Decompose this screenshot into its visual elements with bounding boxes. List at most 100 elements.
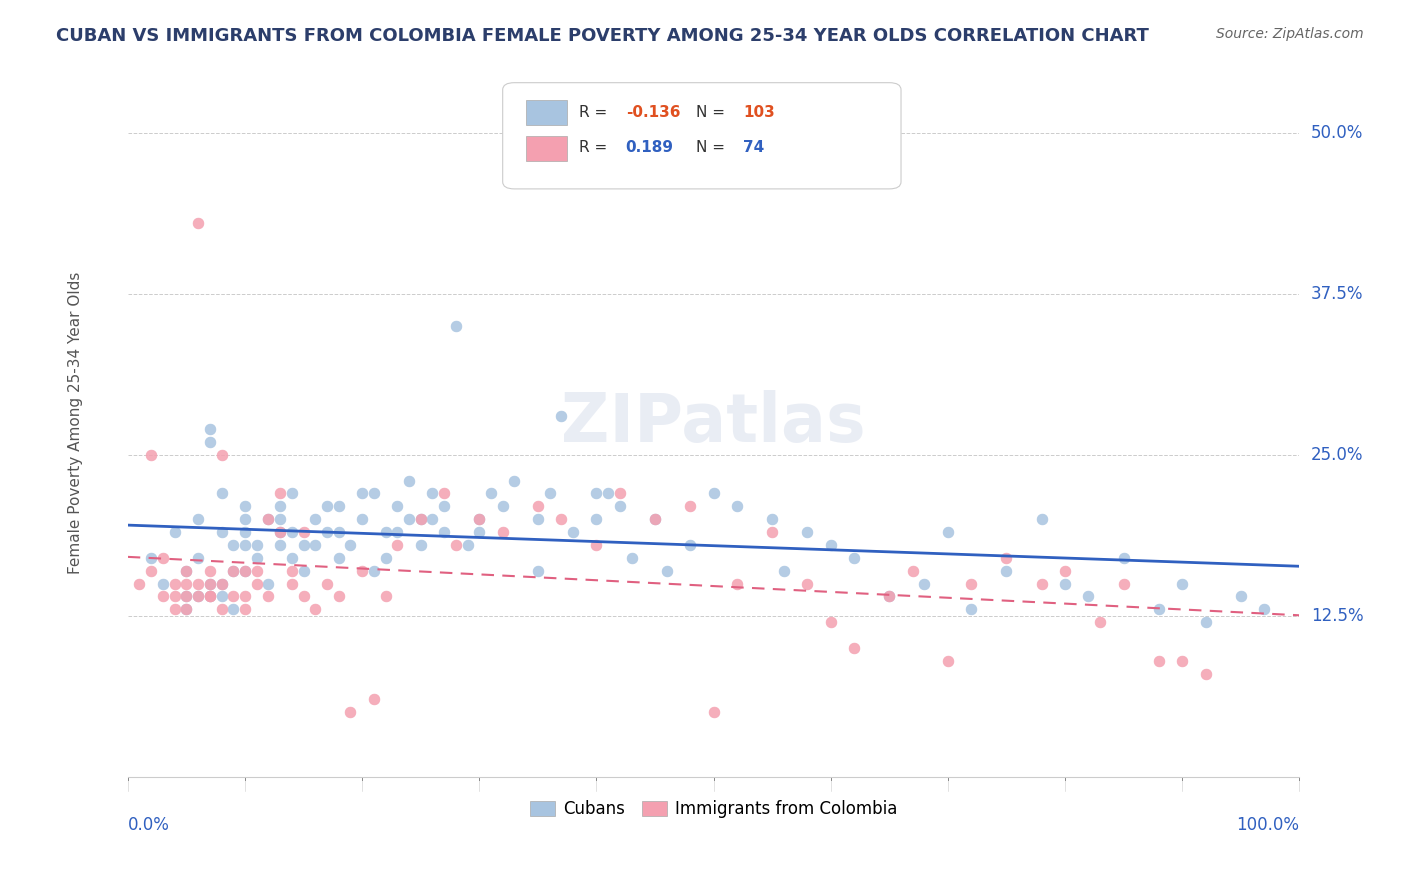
Point	[703, 705, 725, 719]
Point	[163, 602, 186, 616]
Point	[468, 524, 491, 539]
Point	[901, 564, 924, 578]
Point	[176, 602, 198, 616]
Point	[995, 550, 1018, 565]
Point	[269, 524, 291, 539]
Point	[281, 486, 304, 500]
Point	[257, 512, 280, 526]
Point	[269, 486, 291, 500]
Point	[152, 576, 174, 591]
Point	[198, 590, 221, 604]
Point	[176, 590, 198, 604]
Point	[292, 524, 315, 539]
Point	[187, 512, 209, 526]
Point	[316, 576, 339, 591]
Text: R =: R =	[579, 140, 612, 155]
Point	[328, 550, 350, 565]
Point	[598, 486, 620, 500]
Point	[187, 216, 209, 230]
Point	[233, 524, 256, 539]
Point	[304, 602, 326, 616]
Point	[1112, 550, 1135, 565]
Point	[222, 538, 245, 552]
Point	[879, 590, 901, 604]
Point	[352, 486, 374, 500]
Point	[444, 318, 467, 333]
Text: 25.0%: 25.0%	[1310, 446, 1364, 464]
Point	[585, 512, 607, 526]
Bar	[526, 136, 567, 161]
Point	[644, 512, 666, 526]
Point	[257, 590, 280, 604]
Point	[352, 564, 374, 578]
Point	[914, 576, 936, 591]
Point	[433, 524, 456, 539]
Point	[128, 576, 150, 591]
Point	[281, 564, 304, 578]
Point	[246, 576, 269, 591]
Text: CUBAN VS IMMIGRANTS FROM COLOMBIA FEMALE POVERTY AMONG 25-34 YEAR OLDS CORRELATI: CUBAN VS IMMIGRANTS FROM COLOMBIA FEMALE…	[56, 27, 1149, 45]
Point	[679, 538, 702, 552]
Point	[198, 590, 221, 604]
Point	[387, 500, 409, 514]
Point	[796, 524, 818, 539]
Point	[1171, 576, 1194, 591]
Point	[960, 576, 983, 591]
Point	[211, 576, 233, 591]
Point	[773, 564, 796, 578]
Point	[820, 615, 842, 629]
Point	[316, 500, 339, 514]
Point	[198, 576, 221, 591]
Text: R =: R =	[579, 105, 612, 120]
Point	[187, 550, 209, 565]
Point	[269, 512, 291, 526]
Point	[257, 576, 280, 591]
Point	[457, 538, 479, 552]
Point	[152, 590, 174, 604]
Point	[233, 590, 256, 604]
Point	[269, 524, 291, 539]
Point	[468, 512, 491, 526]
Point	[187, 590, 209, 604]
Point	[304, 538, 326, 552]
Point	[141, 448, 163, 462]
Point	[363, 692, 385, 706]
Point	[1053, 564, 1076, 578]
Point	[644, 512, 666, 526]
Point	[492, 524, 515, 539]
Point	[292, 564, 315, 578]
Legend: Cubans, Immigrants from Colombia: Cubans, Immigrants from Colombia	[523, 794, 904, 825]
Point	[585, 486, 607, 500]
Point	[1112, 576, 1135, 591]
Point	[1088, 615, 1111, 629]
Point	[609, 486, 631, 500]
Point	[339, 705, 361, 719]
Point	[198, 576, 221, 591]
Point	[246, 564, 269, 578]
Text: 37.5%: 37.5%	[1310, 285, 1364, 302]
Point	[409, 538, 432, 552]
Point	[433, 486, 456, 500]
Point	[936, 654, 959, 668]
Point	[409, 512, 432, 526]
Point	[374, 590, 396, 604]
Point	[703, 486, 725, 500]
Point	[1031, 576, 1053, 591]
Point	[198, 590, 221, 604]
Point	[527, 564, 550, 578]
Point	[398, 512, 420, 526]
Point	[233, 512, 256, 526]
Point	[198, 434, 221, 449]
Point	[879, 590, 901, 604]
Point	[233, 602, 256, 616]
Point	[198, 564, 221, 578]
Point	[562, 524, 585, 539]
Point	[176, 602, 198, 616]
Text: 50.0%: 50.0%	[1310, 124, 1364, 142]
Point	[374, 524, 396, 539]
Point	[339, 538, 361, 552]
Point	[269, 538, 291, 552]
Point	[1031, 512, 1053, 526]
Point	[141, 550, 163, 565]
Point	[176, 590, 198, 604]
